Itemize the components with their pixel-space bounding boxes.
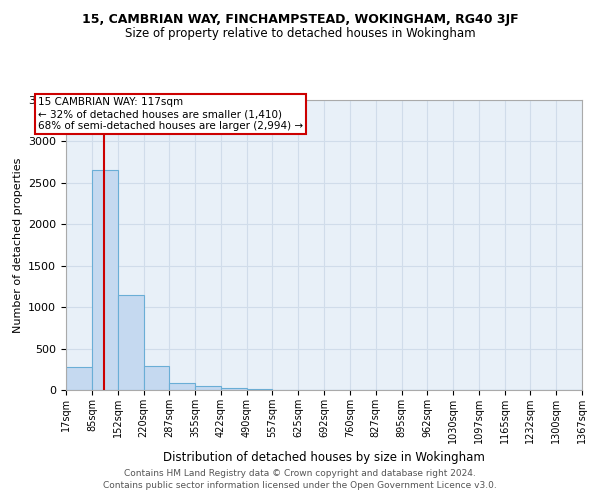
- Bar: [169, 382, 195, 390]
- Text: Size of property relative to detached houses in Wokingham: Size of property relative to detached ho…: [125, 28, 475, 40]
- Bar: [221, 388, 247, 390]
- Bar: [92, 170, 118, 390]
- Bar: [118, 294, 143, 390]
- Bar: [195, 386, 221, 390]
- Text: 15 CAMBRIAN WAY: 117sqm
← 32% of detached houses are smaller (1,410)
68% of semi: 15 CAMBRIAN WAY: 117sqm ← 32% of detache…: [38, 98, 303, 130]
- Text: 15, CAMBRIAN WAY, FINCHAMPSTEAD, WOKINGHAM, RG40 3JF: 15, CAMBRIAN WAY, FINCHAMPSTEAD, WOKINGH…: [82, 12, 518, 26]
- Text: Contains public sector information licensed under the Open Government Licence v3: Contains public sector information licen…: [103, 481, 497, 490]
- X-axis label: Distribution of detached houses by size in Wokingham: Distribution of detached houses by size …: [163, 452, 485, 464]
- Text: Contains HM Land Registry data © Crown copyright and database right 2024.: Contains HM Land Registry data © Crown c…: [124, 468, 476, 477]
- Bar: [66, 367, 92, 390]
- Bar: [143, 366, 169, 390]
- Y-axis label: Number of detached properties: Number of detached properties: [13, 158, 23, 332]
